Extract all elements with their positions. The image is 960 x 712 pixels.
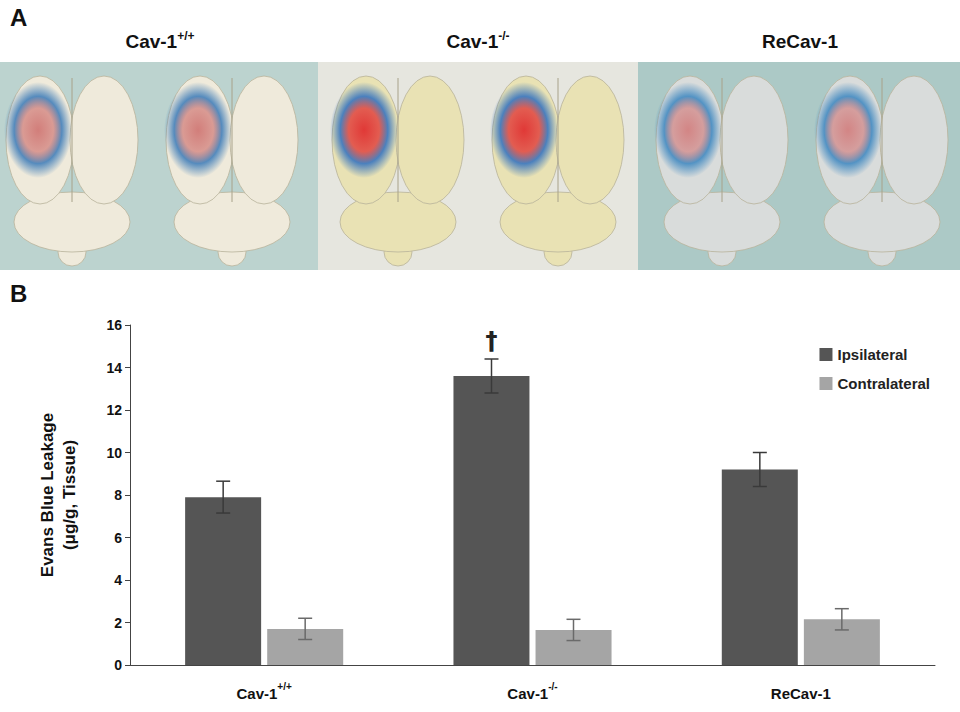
svg-text:Cav-1-/-: Cav-1-/- — [446, 29, 509, 52]
svg-text:Cav-1: Cav-1 — [507, 685, 548, 702]
svg-text:16: 16 — [106, 317, 122, 333]
svg-text:Evans Blue Leakage: Evans Blue Leakage — [38, 413, 57, 577]
svg-text:+/+: +/+ — [277, 681, 292, 692]
svg-text:Ipsilateral: Ipsilateral — [837, 346, 907, 363]
svg-text:ReCav-1: ReCav-1 — [762, 31, 838, 52]
svg-text:Cav-1+/+: Cav-1+/+ — [125, 29, 194, 52]
svg-text:14: 14 — [106, 360, 122, 376]
svg-text:Contralateral: Contralateral — [837, 375, 930, 392]
svg-text:B: B — [10, 280, 27, 307]
svg-text:4: 4 — [114, 572, 122, 588]
svg-text:†: † — [486, 327, 498, 355]
svg-text:8: 8 — [114, 487, 122, 503]
svg-text:A: A — [10, 4, 27, 31]
svg-text:-/-: -/- — [548, 681, 557, 692]
svg-text:2: 2 — [114, 615, 122, 631]
svg-text:ReCav-1: ReCav-1 — [771, 685, 831, 702]
svg-text:12: 12 — [106, 402, 122, 418]
svg-text:10: 10 — [106, 445, 122, 461]
svg-text:(μg/g, Tissue): (μg/g, Tissue) — [60, 440, 79, 550]
svg-text:6: 6 — [114, 530, 122, 546]
svg-text:0: 0 — [114, 657, 122, 673]
svg-text:Cav-1: Cav-1 — [237, 685, 278, 702]
